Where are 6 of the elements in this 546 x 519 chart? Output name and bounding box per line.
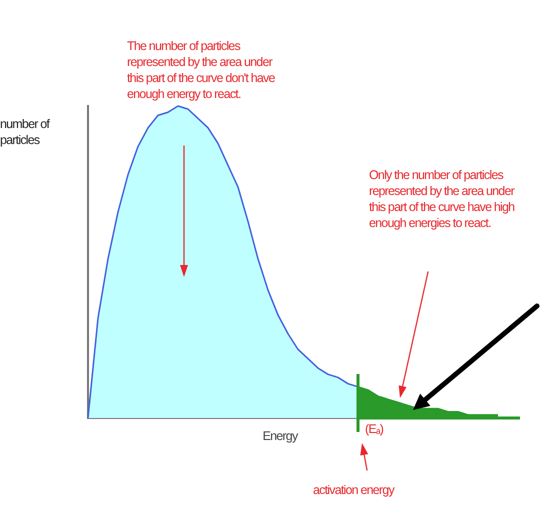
text: The number of particles represented by the area under this part of the curve don't have enough energy to react.: [127, 38, 276, 102]
y-axis-title: number of particles: [0, 116, 51, 148]
text: (Eₐ): [365, 421, 384, 437]
x-axis-title: Energy: [262, 428, 299, 444]
annotation: Only the number of particles represented by the area under this part of the curve have high enough energies to react.: [369, 167, 516, 231]
text: activation energy: [313, 482, 394, 498]
